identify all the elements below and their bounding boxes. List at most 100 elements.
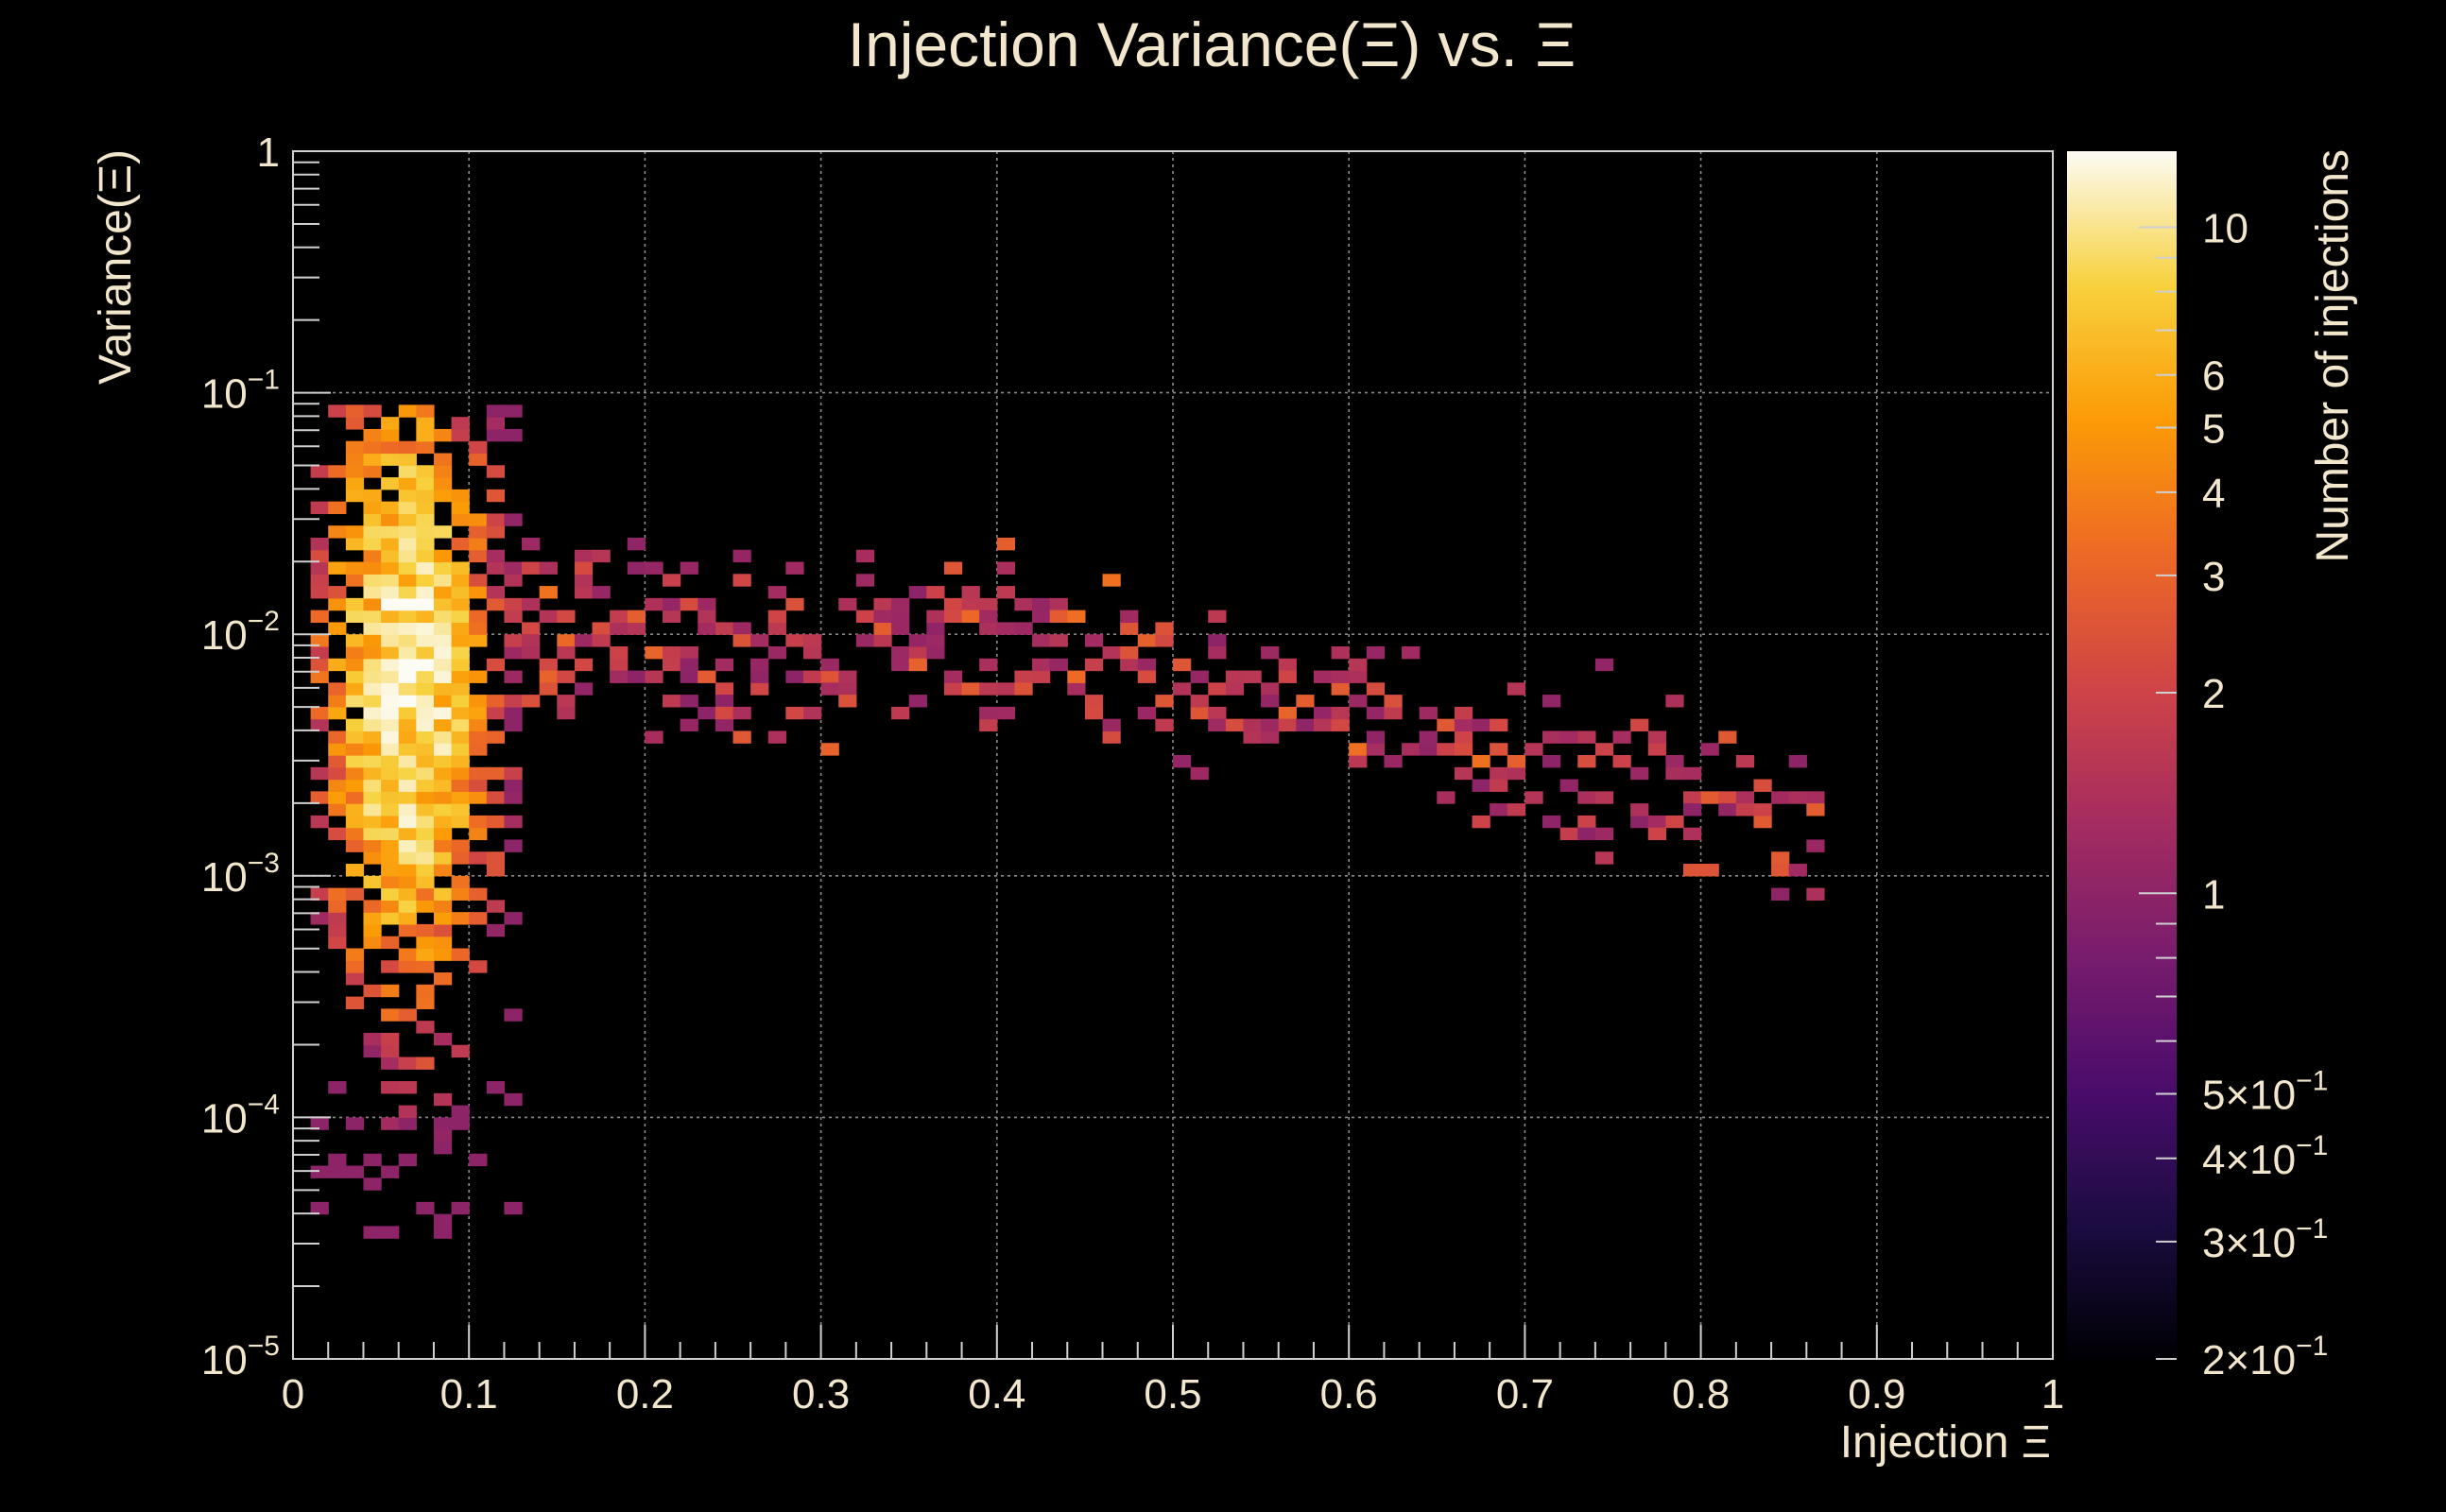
heatmap-bin [522,597,541,611]
heatmap-bin [328,766,347,781]
heatmap-bin [574,561,594,575]
heatmap-bin [1647,730,1666,744]
heatmap-bin [416,887,435,901]
heatmap-bin [381,803,400,816]
heatmap-bin [767,730,786,744]
heatmap-bin [469,887,488,901]
heatmap-bin [381,597,400,611]
heatmap-bin [451,755,470,768]
heatmap-bin [486,525,506,539]
heatmap-bin [381,682,400,696]
heatmap-bin [345,645,365,660]
heatmap-bin [680,561,698,575]
heatmap-bin [663,695,681,708]
heatmap-bin [433,779,453,792]
heatmap-bin [381,1032,400,1046]
heatmap-bin [328,682,347,696]
heatmap-bin [381,984,400,998]
heatmap-bin [363,634,382,647]
heatmap-bin [1542,730,1561,744]
heatmap-bin [1190,766,1209,781]
heatmap-bin [1261,695,1280,708]
heatmap-bin [1014,622,1033,635]
heatmap-bin [398,658,417,672]
heatmap-bin [433,851,453,865]
heatmap-bin [979,610,998,624]
heatmap-bin [627,622,646,635]
heatmap-bin [1014,597,1033,611]
heatmap-bin [1788,864,1807,877]
heatmap-bin [433,610,453,624]
heatmap-bin [310,912,329,925]
heatmap-bin [398,1008,417,1022]
heatmap-bin [486,923,506,937]
heatmap-bin [398,440,417,455]
heatmap-bin [1366,645,1386,660]
heatmap-bin [1630,803,1649,816]
heatmap-bin [1208,634,1227,647]
heatmap-bin [381,766,400,781]
heatmap-bin [416,549,435,563]
x-tick-label: 0.3 [792,1371,850,1418]
heatmap-bin [1049,634,1068,647]
heatmap-bin [381,417,400,430]
heatmap-bin [363,936,382,950]
heatmap-bin [1366,730,1386,744]
heatmap-bin [310,718,329,732]
heatmap-bin [1032,597,1051,611]
heatmap-bin [1735,803,1755,816]
heatmap-bin [345,887,365,901]
heatmap-bin [363,597,382,611]
heatmap-bin [592,634,611,647]
heatmap-bin [451,501,470,514]
heatmap-bin [1173,658,1192,672]
heatmap-bin [1507,803,1525,816]
heatmap-bin [398,465,417,478]
heatmap-bin [363,718,382,732]
heatmap-bin [961,610,980,624]
heatmap-bin [504,839,523,852]
y-tick-label: 1 [257,129,280,176]
heatmap-bin [398,645,417,660]
heatmap-bin [328,887,347,901]
heatmap-bin [433,803,453,816]
heatmap-bin [310,634,329,647]
heatmap-bin [996,682,1016,696]
heatmap-bin [1612,730,1631,744]
heatmap-bin [345,440,365,455]
heatmap-bin [1296,718,1315,732]
heatmap-bin [363,586,382,599]
heatmap-bin [416,984,435,998]
heatmap-bin [328,1081,347,1094]
heatmap-bin [416,658,435,672]
heatmap-bin [381,755,400,768]
heatmap-bin [1419,730,1438,744]
heatmap-bin [416,695,435,708]
heatmap-bin [416,936,435,950]
heatmap-bin [1331,682,1350,696]
heatmap-bin [433,489,453,503]
heatmap-bin [363,489,382,503]
heatmap-bin [504,645,523,660]
heatmap-bin [891,597,910,611]
heatmap-bin [451,574,470,587]
heatmap-bin [943,561,963,575]
heatmap-bin [504,718,523,732]
heatmap-bin [345,417,365,430]
x-tick-label: 0.4 [968,1371,1025,1418]
heatmap-bin [767,586,786,599]
heatmap-bin [398,923,417,937]
heatmap-bin [663,658,681,672]
heatmap-bin [486,695,506,708]
heatmap-bin [469,851,488,865]
heatmap-bin [416,960,435,973]
heatmap-bin [451,1117,470,1130]
colorbar-tick-label: 3 [2202,554,2225,600]
heatmap-bin [398,900,417,913]
heatmap-bin [574,574,594,587]
heatmap-bin [328,404,347,418]
colorbar-tick-label: 1 [2202,871,2225,918]
heatmap-bin [381,1165,400,1178]
heatmap-bin [1366,706,1386,720]
heatmap-bin [451,634,470,647]
